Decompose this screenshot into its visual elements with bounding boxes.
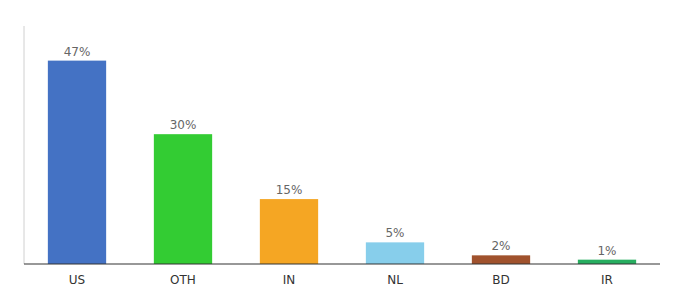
x-tick-label: NL	[387, 273, 403, 287]
chart-svg: 47% 30% 15% 5% 2% 1% US OTH IN NL BD IR	[0, 0, 680, 300]
bar	[578, 260, 636, 264]
x-tick-label: US	[69, 273, 85, 287]
bars	[48, 61, 636, 264]
data-labels: 47% 30% 15% 5% 2% 1%	[64, 45, 617, 258]
chart-container: 47% 30% 15% 5% 2% 1% US OTH IN NL BD IR	[0, 0, 680, 300]
data-label: 5%	[385, 226, 404, 240]
bar	[260, 199, 318, 264]
data-label: 2%	[491, 239, 510, 253]
x-tick-label: IR	[601, 273, 613, 287]
data-label: 1%	[597, 244, 616, 258]
bar	[48, 61, 106, 264]
data-label: 30%	[170, 118, 197, 132]
y-axis-line	[24, 26, 25, 264]
x-tick-label: OTH	[170, 273, 196, 287]
bar	[366, 242, 424, 264]
x-tick-labels: US OTH IN NL BD IR	[69, 273, 613, 287]
x-tick-label: BD	[492, 273, 509, 287]
x-tick-label: IN	[283, 273, 296, 287]
data-label: 15%	[276, 183, 303, 197]
bar	[472, 255, 530, 264]
data-label: 47%	[64, 45, 91, 59]
bar	[154, 134, 212, 264]
x-axis-line	[24, 263, 660, 264]
